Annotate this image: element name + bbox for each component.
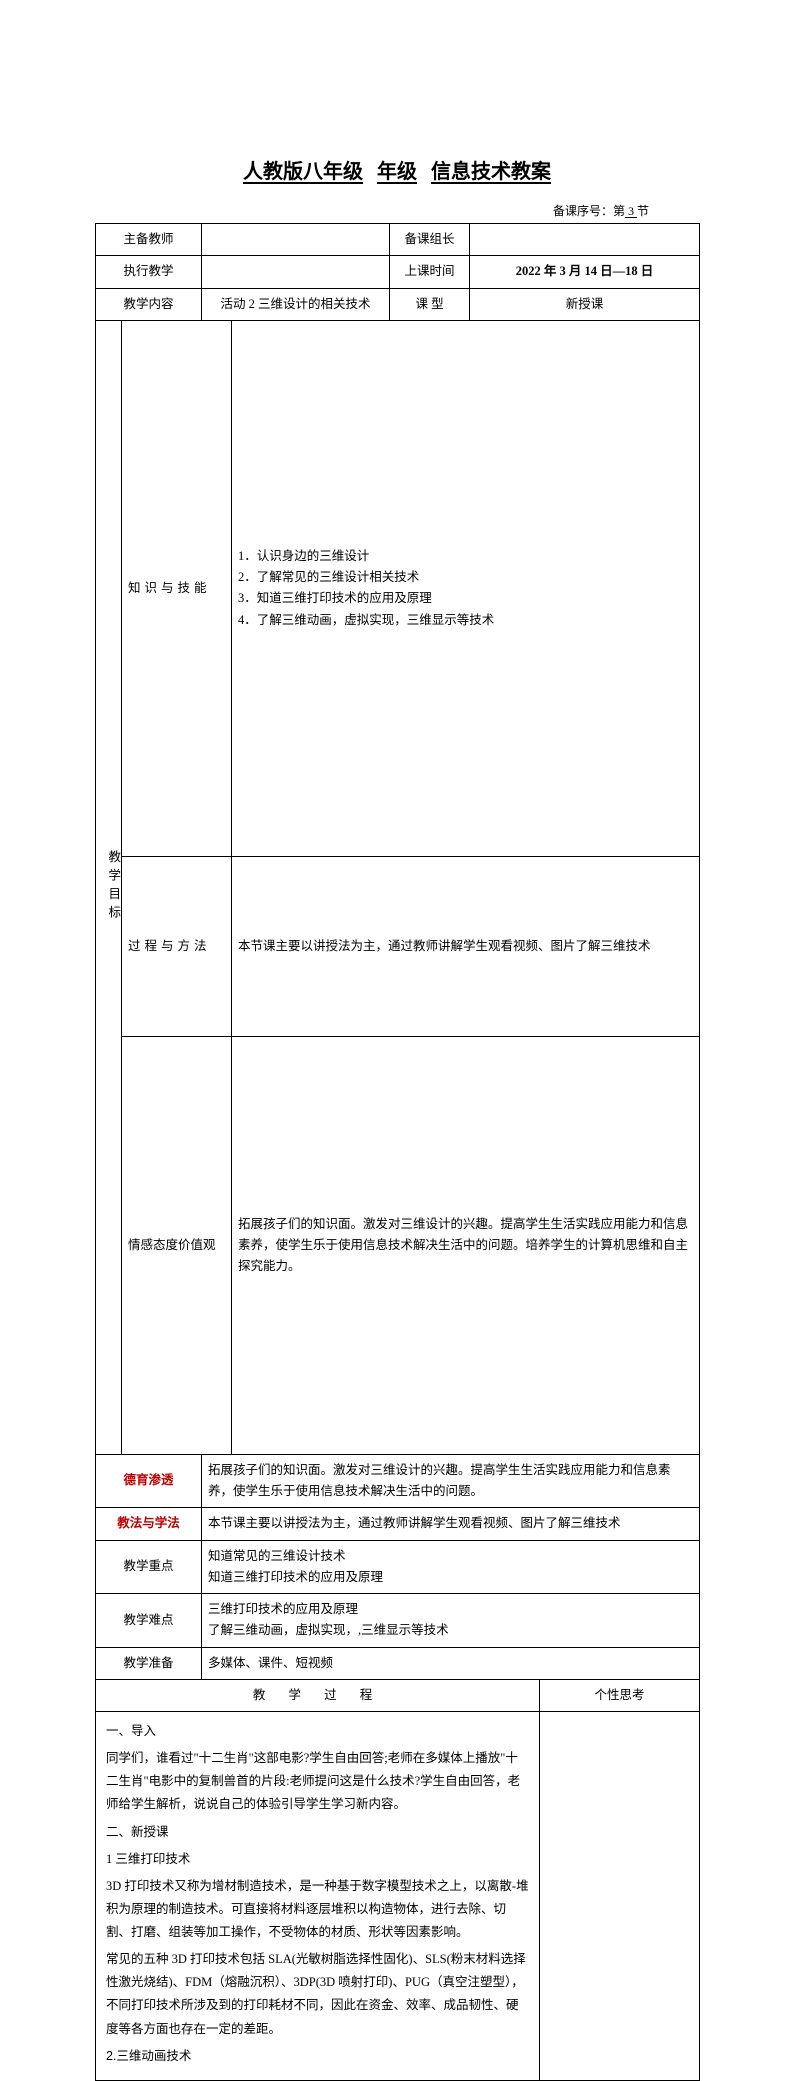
- table-row: 过程与方法 本节课主要以讲授法为主，通过教师讲解学生观看视频、图片了解三维技术: [96, 857, 700, 1037]
- lesson-plan-table: 主备教师 备课组长 执行教学 上课时间 2022 年 3 月 14 日—18 日…: [95, 223, 700, 2081]
- label-exec-teaching: 执行教学: [96, 256, 202, 288]
- value-content: 活动 2 三维设计的相关技术: [202, 288, 390, 320]
- value-class-type: 新授课: [470, 288, 700, 320]
- table-row: 教学内容 活动 2 三维设计的相关技术 课 型 新授课: [96, 288, 700, 320]
- table-row: 教 学 过 程 个性思考: [96, 1679, 700, 1711]
- proc-p1: 一、导入: [106, 1720, 529, 1743]
- label-preparation: 教学准备: [96, 1647, 202, 1679]
- value-emotion-values: 拓展孩子们的知识面。激发对三维设计的兴趣。提高学生生活实践应用能力和信息素养，使…: [232, 1037, 700, 1455]
- label-main-teacher: 主备教师: [96, 224, 202, 256]
- proc-p5: 3D 打印技术又称为增材制造技术，是一种基于数字模型技术之上，以离散-堆积为原理…: [106, 1875, 529, 1944]
- value-main-teacher: [202, 224, 390, 256]
- title-part3: 信息技术教案: [431, 161, 551, 183]
- value-moral: 拓展孩子们的知识面。激发对三维设计的兴趣。提高学生生活实践应用能力和信息素养，使…: [202, 1454, 700, 1508]
- value-knowledge-skill: 1．认识身边的三维设计 2．了解常见的三维设计相关技术 3．知道三维打印技术的应…: [232, 320, 700, 856]
- personal-thinking-content: [540, 1712, 700, 2081]
- label-knowledge-skill: 知识与技能: [122, 320, 232, 856]
- label-class-time: 上课时间: [390, 256, 470, 288]
- proc-p6: 常见的五种 3D 打印技术包括 SLA(光敏树脂选择性固化)、SLS(粉末材料选…: [106, 1948, 529, 2041]
- label-teaching-method: 教法与学法: [96, 1508, 202, 1540]
- table-row: 德育渗透 拓展孩子们的知识面。激发对三维设计的兴趣。提高学生生活实践应用能力和信…: [96, 1454, 700, 1508]
- value-process-method: 本节课主要以讲授法为主，通过教师讲解学生观看视频、图片了解三维技术: [232, 857, 700, 1037]
- proc-p7: 2.三维动画技术: [106, 2045, 529, 2068]
- value-lesson-leader: [470, 224, 700, 256]
- label-personal-thinking: 个性思考: [540, 1679, 700, 1711]
- label-emotion-values: 情感态度价值观: [122, 1037, 232, 1455]
- page-title: 人教版八年级年级信息技术教案: [95, 155, 699, 184]
- table-row: 教学重点 知道常见的三维设计技术 知道三维打印技术的应用及原理: [96, 1540, 700, 1594]
- label-class-type: 课 型: [390, 288, 470, 320]
- proc-p3: 二、新授课: [106, 1821, 529, 1844]
- table-row: 教法与学法 本节课主要以讲授法为主，通过教师讲解学生观看视频、图片了解三维技术: [96, 1508, 700, 1540]
- value-focus: 知道常见的三维设计技术 知道三维打印技术的应用及原理: [202, 1540, 700, 1594]
- label-focus: 教学重点: [96, 1540, 202, 1594]
- value-preparation: 多媒体、课件、短视频: [202, 1647, 700, 1679]
- label-lesson-leader: 备课组长: [390, 224, 470, 256]
- table-row: 教学准备 多媒体、课件、短视频: [96, 1647, 700, 1679]
- table-row: 主备教师 备课组长: [96, 224, 700, 256]
- table-row: 情感态度价值观 拓展孩子们的知识面。激发对三维设计的兴趣。提高学生生活实践应用能…: [96, 1037, 700, 1455]
- title-part2: 年级: [377, 161, 417, 183]
- table-row: 执行教学 上课时间 2022 年 3 月 14 日—18 日: [96, 256, 700, 288]
- value-teaching-method: 本节课主要以讲授法为主，通过教师讲解学生观看视频、图片了解三维技术: [202, 1508, 700, 1540]
- label-process-method: 过程与方法: [122, 857, 232, 1037]
- value-exec-teaching: [202, 256, 390, 288]
- label-content: 教学内容: [96, 288, 202, 320]
- label-teaching-goals: 教学目标: [96, 320, 122, 1454]
- label-teaching-process: 教 学 过 程: [96, 1679, 540, 1711]
- value-difficulty: 三维打印技术的应用及原理 了解三维动画，虚拟实现，,三维显示等技术: [202, 1594, 700, 1648]
- table-row: 教学难点 三维打印技术的应用及原理 了解三维动画，虚拟实现，,三维显示等技术: [96, 1594, 700, 1648]
- proc-p2: 同学们，谁看过"十二生肖"这部电影?学生自由回答;老师在多媒体上播放"十二生肖"…: [106, 1747, 529, 1816]
- title-part1: 人教版八年级: [243, 161, 363, 183]
- label-moral: 德育渗透: [96, 1454, 202, 1508]
- label-difficulty: 教学难点: [96, 1594, 202, 1648]
- value-class-time: 2022 年 3 月 14 日—18 日: [470, 256, 700, 288]
- table-row: 教学目标 知识与技能 1．认识身边的三维设计 2．了解常见的三维设计相关技术 3…: [96, 320, 700, 856]
- lesson-number: 备课序号：第 3 节: [95, 202, 699, 219]
- proc-p4: 1 三维打印技术: [106, 1848, 529, 1871]
- teaching-process-content: 一、导入 同学们，谁看过"十二生肖"这部电影?学生自由回答;老师在多媒体上播放"…: [96, 1712, 540, 2081]
- table-row: 一、导入 同学们，谁看过"十二生肖"这部电影?学生自由回答;老师在多媒体上播放"…: [96, 1712, 700, 2081]
